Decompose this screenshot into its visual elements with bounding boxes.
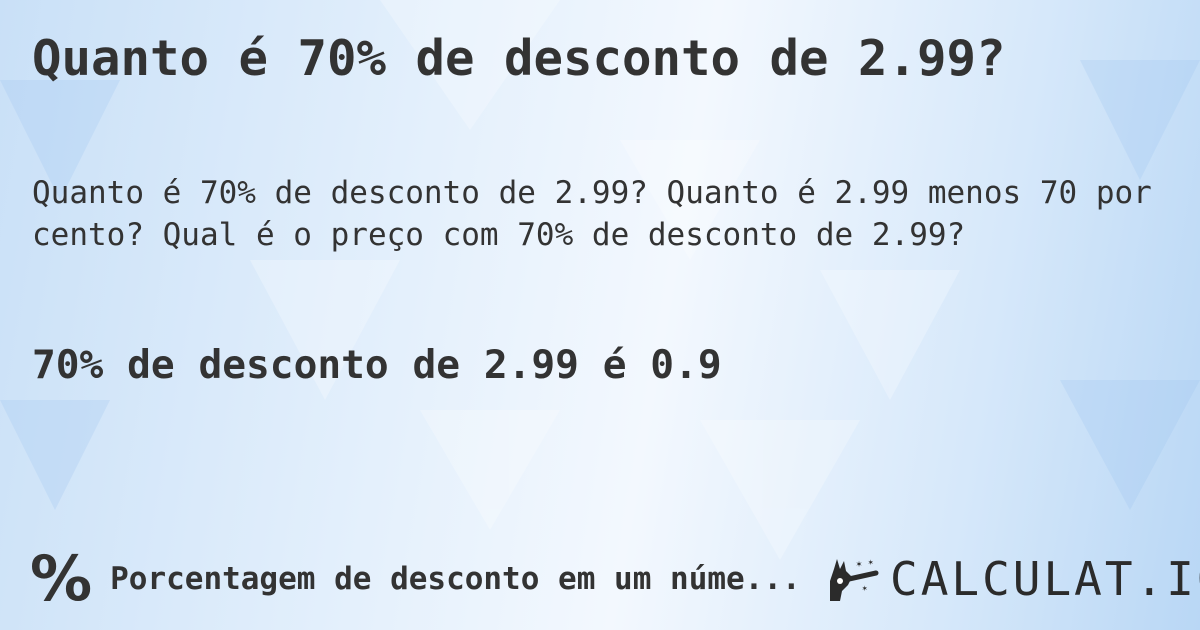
result-text: 70% de desconto de 2.99 é 0.9 bbox=[32, 342, 722, 388]
svg-text:✶: ✶ bbox=[868, 558, 874, 568]
description: Quanto é 70% de desconto de 2.99? Quanto… bbox=[32, 175, 1152, 253]
footer-text: Porcentagem de desconto em um núme... bbox=[110, 561, 801, 597]
svg-text:✶: ✶ bbox=[862, 584, 868, 594]
logo[interactable]: ✶ ✶ ✶ CALCULAT.IO bbox=[826, 552, 1200, 606]
logo-text: CALCULAT.IO bbox=[890, 552, 1200, 606]
footer-link[interactable]: % Porcentagem de desconto em um núme... bbox=[30, 548, 801, 610]
svg-text:✶: ✶ bbox=[856, 559, 862, 570]
percent-icon: % bbox=[30, 542, 93, 615]
magic-hand-icon: ✶ ✶ ✶ bbox=[830, 558, 879, 601]
page-title: Quanto é 70% de desconto de 2.99? bbox=[32, 30, 1006, 87]
